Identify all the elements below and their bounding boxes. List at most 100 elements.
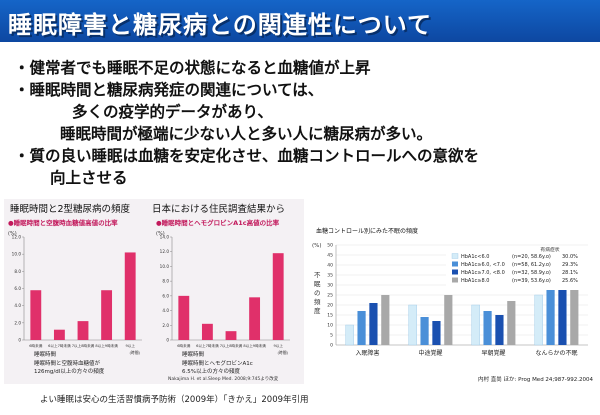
chart-0-ytick-label: 12.0 — [12, 235, 22, 240]
right-chart-bar — [495, 315, 504, 345]
right-legend-bg — [446, 246, 592, 290]
right-chart-bar — [471, 304, 480, 346]
chart-1-category-label: 7以上8時未満 — [220, 343, 243, 348]
sleep-diabetes-figure: 睡眠時間と2型糖尿病の頻度 日本における住民調査結果から ●睡眠時間と空腹時血糖… — [4, 199, 304, 384]
insomnia-chart: (%) 不眠の頻度 0 5 10 15 20 25 30 35 40 45 50 入眠障害 中途覚醒 早朝覚醒… — [312, 243, 592, 357]
right-legend-name: HbA1c<6.0 — [461, 254, 489, 260]
right-chart-ytick-label: 25 — [327, 293, 333, 299]
chart-1-category-label: 6時未満 — [177, 343, 190, 348]
right-source: 内村 直尚 ほか: Prog Med 24;987-992.2004 — [478, 375, 594, 383]
right-chart-bar — [507, 301, 516, 345]
left-figure-svg: 睡眠時間と2型糖尿病の頻度 日本における住民調査結果から ●睡眠時間と空腹時血糖… — [8, 203, 290, 382]
right-chart-ytick-label: 40 — [327, 263, 333, 269]
hba1c-chart: ●睡眠時間とヘモグロビンA1c高値の比率 (%) 0 2.0 4.0 6.0 8.0 10.0… — [156, 218, 290, 375]
right-chart-ytick-label: 0 — [330, 343, 333, 349]
chart-0-xlabel: 睡眠時間 — [34, 350, 57, 358]
right-chart-bar — [369, 303, 378, 345]
chart-1-category-label: 9以上 — [273, 343, 283, 348]
right-chart-bar — [534, 294, 543, 346]
chart-0-title: ●睡眠時間と空腹時血糖値高値の比率 — [8, 218, 118, 227]
right-chart-category-label: 入眠障害 — [355, 349, 379, 357]
right-figure-svg: 血糖コントロール別にみた不眠の頻度 (%) 不眠の頻度 0 5 10 15 20 25 30 35… — [312, 227, 594, 383]
chart-1-bar — [249, 297, 261, 340]
right-chart-bar — [345, 324, 354, 346]
right-legend-n: (n=20, 58.6y.o) — [512, 254, 551, 260]
chart-1-bar — [272, 253, 284, 340]
right-chart-yunit: (%) — [312, 243, 322, 249]
right-chart-bar — [546, 281, 555, 345]
bullet-3-line-2: 向上させる — [50, 169, 128, 187]
right-chart-ytick-label: 15 — [327, 313, 333, 319]
right-chart-ytick-label: 35 — [327, 273, 333, 279]
chart-0-category-label: 7以上8時未満 — [72, 343, 95, 348]
fasting-glucose-chart: ●睡眠時間と空腹時血糖値高値の比率 (%) 0 2.0 4.0 6.0 8.0 10.0 12.… — [8, 218, 142, 375]
right-legend-swatch — [451, 253, 459, 259]
chart-1-xlabel: 睡眠時間 — [182, 350, 205, 358]
chart-1-ytick-label: 2.0 — [162, 323, 169, 328]
right-chart-bar — [432, 321, 441, 345]
right-legend-n: (n=32, 58.9y.o) — [512, 270, 551, 276]
chart-1-caption-line: 睡眠時間とヘモグロビンA1c — [182, 359, 253, 367]
chart-1-ytick-label: 6.0 — [162, 293, 169, 298]
chart-1-category-label: 6以上7時未満 — [196, 343, 219, 348]
right-legend-name: HbA1c≥7.0, <8.0 — [461, 270, 505, 276]
right-chart-bar — [357, 311, 366, 345]
chart-0-ytick-label: 10.0 — [12, 252, 22, 257]
chart-0-category-label: 6時未満 — [29, 343, 42, 348]
left-heading-2: 日本における住民調査結果から — [152, 203, 285, 215]
chart-0-category-suffix: (時間) — [129, 350, 140, 355]
right-chart-category-label: 早朝覚醒 — [481, 349, 505, 357]
right-chart-bar — [408, 304, 417, 346]
chart-1-category-label: 8以上9時未満 — [243, 343, 266, 348]
right-chart-bar — [381, 295, 390, 345]
right-legend-n: (n=58, 61.2y.o) — [512, 262, 551, 268]
chart-1-bar — [225, 331, 237, 340]
chart-1-ytick-label: 14.0 — [160, 235, 170, 240]
right-legend-swatch — [452, 277, 458, 283]
footer-citation: よい睡眠は安心の生活習慣病予防術（2009年）「きかえ」2009年引用 — [40, 395, 309, 405]
insomnia-figure: 血糖コントロール別にみた不眠の頻度 (%) 不眠の頻度 0 5 10 15 20 25 30 35… — [306, 217, 596, 389]
chart-0-ytick-label: 8.0 — [14, 269, 21, 274]
chart-0-caption-line: 126mg/dl以上の方々の頻度 — [34, 367, 105, 375]
chart-0-bar — [77, 321, 89, 340]
left-source: Nakajima H. et al.Sleep Med. 2008;9:745よ… — [168, 375, 279, 382]
right-chart-category-label: 中途覚醒 — [418, 349, 442, 357]
right-legend-pct: 29.3% — [562, 262, 578, 268]
chart-1-ytick-label: 0 — [166, 338, 169, 343]
right-chart-bar — [444, 295, 453, 345]
bullet-2-line-3: 睡眠時間が極端に少ない人と多い人に糖尿病が多い。 — [60, 125, 433, 143]
right-chart-ytick-label: 45 — [327, 253, 333, 259]
right-chart-ytick-label: 20 — [327, 303, 333, 309]
chart-1-caption-line: 6.5%以上の方々の頻度 — [182, 367, 240, 375]
right-legend-pct: 30.0% — [562, 254, 578, 260]
chart-0-caption-line: 睡眠時間と空腹時血糖値が — [34, 359, 101, 367]
right-legend-swatch — [452, 269, 458, 275]
right-chart-category-label: なんらかの不眠 — [535, 350, 577, 357]
right-legend-swatch — [452, 261, 458, 267]
chart-0-bar — [30, 290, 42, 340]
left-heading-1: 睡眠時間と2型糖尿病の頻度 — [10, 203, 131, 215]
right-chart-ylabel-char: 度 — [314, 306, 321, 315]
right-legend-header: 有病症状 — [540, 246, 559, 253]
chart-1-bar — [178, 295, 190, 340]
right-legend-pct: 25.6% — [562, 278, 578, 284]
right-chart-ytick-label: 50 — [327, 243, 333, 249]
bullet-2: ・睡眠時間と糖尿病発症の関連については、 — [14, 81, 324, 99]
chart-1-ytick-label: 4.0 — [162, 308, 169, 313]
chart-1-ytick-label: 12.0 — [160, 249, 170, 254]
chart-0-ytick-label: 4.0 — [14, 303, 21, 308]
right-chart-ytick-label: 5 — [330, 333, 333, 339]
chart-1-category-suffix: (時間) — [277, 350, 288, 355]
chart-1-ylabel: (%) — [156, 231, 165, 237]
chart-0-bar — [53, 329, 65, 340]
right-chart-ytick-label: 10 — [327, 323, 333, 329]
right-figure-title: 血糖コントロール別にみた不眠の頻度 — [316, 227, 418, 235]
chart-0-bar — [101, 290, 113, 340]
chart-0-category-label: 9以上 — [125, 343, 135, 348]
right-chart-ylabel-char: 不 — [314, 271, 321, 279]
chart-0-bar — [124, 252, 136, 340]
right-legend-pct: 28.1% — [562, 270, 578, 276]
right-legend-name: HbA1c≥8.0 — [461, 278, 489, 284]
chart-0-ylabel: (%) — [8, 231, 17, 237]
chart-0-ytick-label: 0 — [18, 338, 21, 343]
